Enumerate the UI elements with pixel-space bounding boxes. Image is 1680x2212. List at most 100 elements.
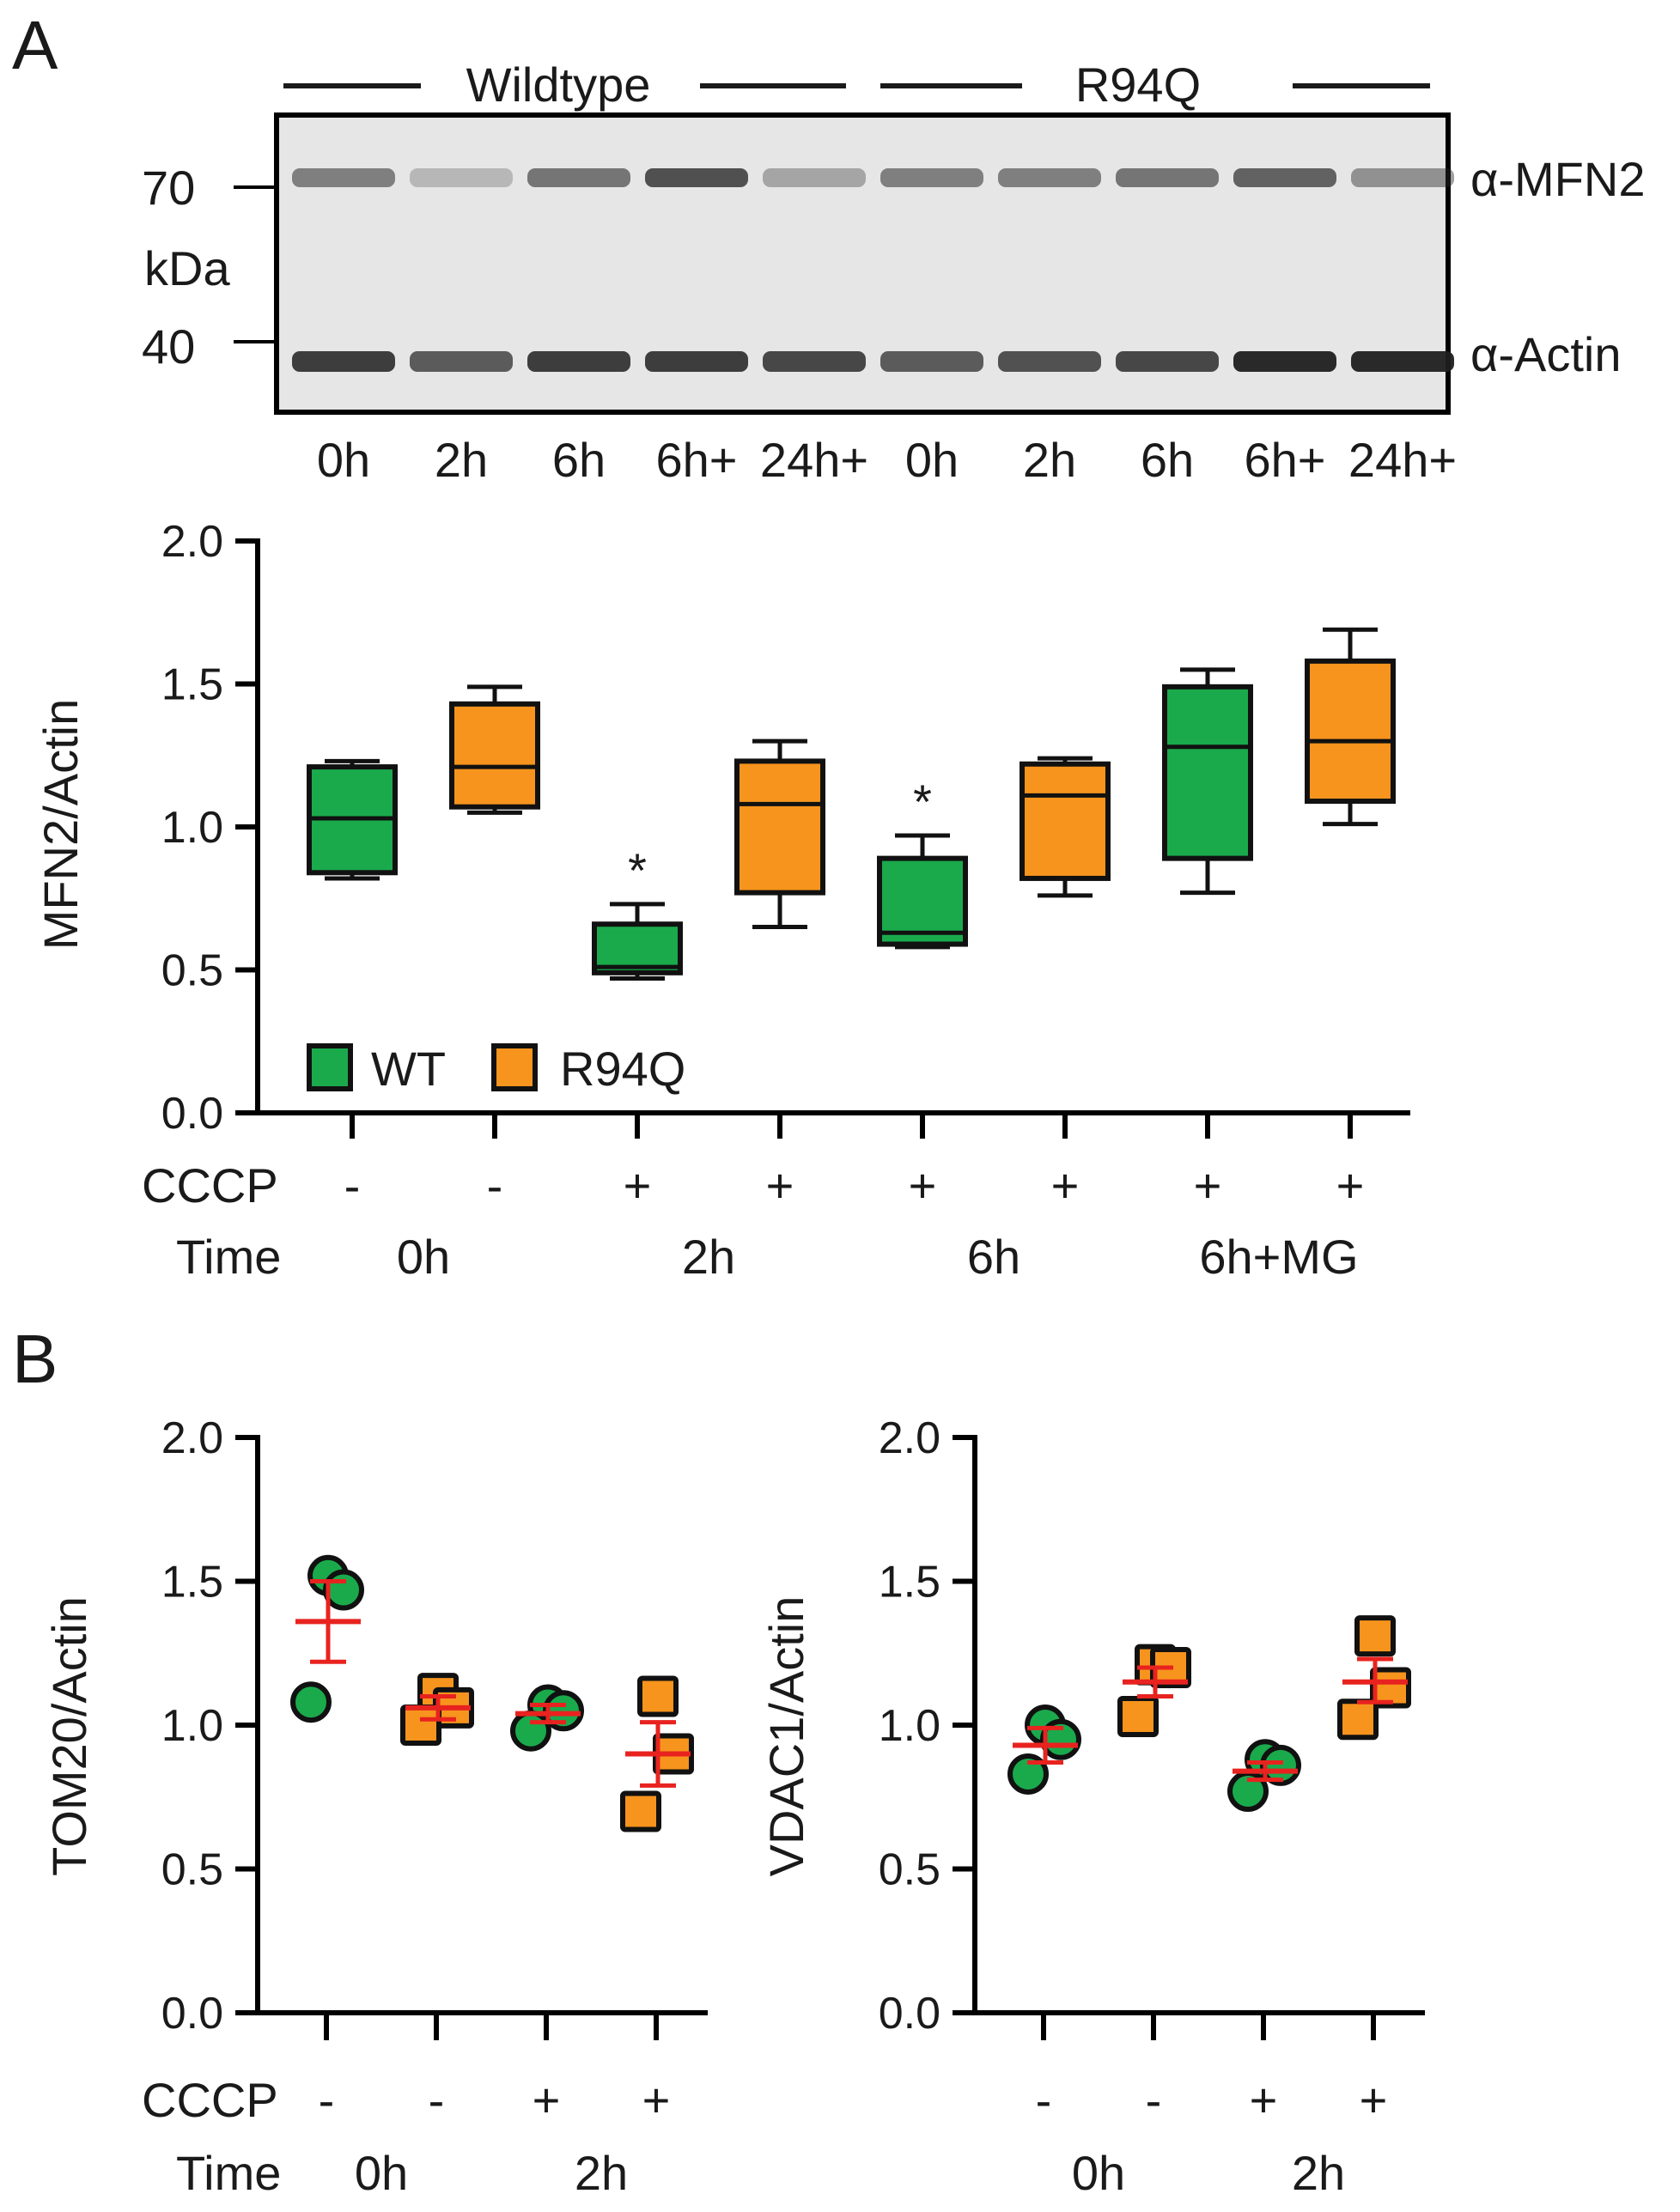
data-point-r94q — [400, 1705, 441, 1746]
data-point-wt — [1040, 1718, 1081, 1760]
cccp-sign: - — [1036, 2073, 1052, 2127]
panel-a-label: A — [12, 7, 58, 83]
actin-band — [527, 351, 630, 372]
legend-swatch-r94q — [491, 1043, 538, 1091]
cccp-row-label: CCCP — [142, 1158, 278, 1212]
legend-swatch-wt — [307, 1043, 353, 1091]
lane-label: 24h+ — [1348, 433, 1457, 487]
significance-star: * — [628, 843, 647, 897]
blot-markers: 70 kDa 40 — [142, 161, 275, 374]
legend-label-wt: WT — [371, 1042, 446, 1096]
data-point-r94q — [1117, 1695, 1159, 1737]
antibody-actin-label: α-Actin — [1470, 327, 1622, 381]
actin-band — [292, 351, 395, 372]
time-label: 6h — [967, 1230, 1020, 1284]
cccp-sign: + — [1194, 1158, 1222, 1212]
time-label: 2h — [682, 1230, 735, 1284]
legend-label-r94q: R94Q — [560, 1042, 685, 1096]
cccp-sign: - — [487, 1158, 503, 1212]
time-label: 0h — [1072, 2146, 1125, 2200]
y-tick-label: 1.5 — [161, 660, 223, 710]
cccp-sign: + — [1360, 2073, 1388, 2127]
antibody-mfn2-label: α-MFN2 — [1470, 152, 1645, 206]
y-tick-label: 1.5 — [161, 1558, 223, 1607]
y-tick-label: 0.0 — [161, 1989, 223, 2039]
actin-band — [410, 351, 513, 372]
significance-star: * — [913, 775, 932, 829]
time-row-label: Time — [176, 2146, 281, 2200]
mfn2-band — [1233, 168, 1336, 187]
mfn2-band — [880, 168, 983, 187]
data-point-wt — [510, 1710, 551, 1752]
y-tick-label: 2.0 — [161, 517, 223, 567]
mfn2-band — [998, 168, 1101, 187]
lane-label: 0h — [317, 433, 370, 487]
actin-band — [1351, 351, 1454, 372]
box-plot-marks: 0.0 0.5 1.0 1.5 2.0 - - * + + * + + + + CCCP Time 0h 2h 6h 6… — [142, 517, 1410, 1284]
lane-label: 24h+ — [760, 433, 868, 487]
cccp-row-label: CCCP — [142, 2073, 278, 2127]
box-plot-ylabel: MFN2/Actin — [33, 699, 88, 951]
y-tick-label: 1.0 — [879, 1701, 940, 1751]
actin-band — [763, 351, 866, 372]
data-point-r94q — [620, 1790, 661, 1832]
blot-group-wildtype: Wildtype — [466, 58, 651, 112]
data-point-r94q — [1354, 1615, 1396, 1657]
cccp-sign: + — [533, 2073, 561, 2127]
cccp-sign: + — [642, 2073, 671, 2127]
vdac1-ylabel: VDAC1/Actin — [759, 1596, 813, 1877]
data-point-wt — [1260, 1744, 1301, 1786]
marker-70: 70 — [142, 161, 195, 215]
actin-band — [880, 351, 983, 372]
box-wt — [1162, 684, 1253, 861]
mfn2-band — [527, 168, 630, 187]
tom20-ylabel: TOM20/Actin — [42, 1596, 96, 1876]
data-point-wt — [323, 1569, 364, 1611]
box-wt — [877, 855, 968, 947]
chart-legend: WT R94Q — [307, 1042, 685, 1096]
cccp-sign: + — [1051, 1158, 1080, 1212]
marker-kda: kDa — [144, 241, 230, 295]
lane-label: 6h — [1141, 433, 1194, 487]
time-label: 2h — [1292, 2146, 1345, 2200]
y-tick-label: 0.5 — [161, 1845, 223, 1895]
y-tick-label: 0.5 — [161, 946, 223, 996]
box-wt — [592, 921, 683, 975]
data-point-wt — [1007, 1753, 1049, 1795]
time-label: 0h — [397, 1230, 450, 1284]
blot-group-r94q: R94Q — [1075, 58, 1201, 112]
y-tick-label: 0.0 — [879, 1989, 940, 2039]
scatter-plot-vdac1: VDAC1/Actin 0.0 0.5 1.0 1.5 2.0 - - + +0h 2h — [759, 1413, 1425, 2200]
mfn2-band — [645, 168, 748, 187]
time-label: 0h — [355, 2146, 408, 2200]
time-label: 2h — [575, 2146, 628, 2200]
marker-40: 40 — [142, 319, 195, 374]
actin-band — [1116, 351, 1219, 372]
data-point-wt — [543, 1690, 584, 1732]
box-r94q — [1020, 761, 1111, 881]
lane-label: 6h — [552, 433, 606, 487]
cccp-sign: + — [624, 1158, 652, 1212]
y-tick-label: 1.0 — [161, 803, 223, 853]
data-point-wt — [290, 1681, 332, 1723]
panel-b-label: B — [12, 1321, 58, 1397]
mfn2-band — [1116, 168, 1219, 187]
blot-group-header: Wildtype R94Q — [283, 58, 1430, 112]
cccp-sign: - — [1146, 2073, 1162, 2127]
y-tick-label: 2.0 — [879, 1413, 940, 1463]
data-point-r94q — [1337, 1698, 1379, 1741]
cccp-sign: - — [344, 1158, 361, 1212]
data-point-r94q — [1370, 1667, 1411, 1709]
actin-band — [645, 351, 748, 372]
actin-band — [1233, 351, 1336, 372]
actin-band — [998, 351, 1101, 372]
vdac1-marks: 0.0 0.5 1.0 1.5 2.0 - - + +0h 2h — [879, 1413, 1425, 2200]
mfn2-band — [292, 168, 395, 187]
cccp-sign: + — [1250, 2073, 1278, 2127]
cccp-sign: + — [766, 1158, 794, 1212]
lane-label: 6h+ — [656, 433, 738, 487]
y-tick-label: 1.5 — [879, 1558, 940, 1607]
box-r94q — [449, 701, 540, 810]
western-blot — [274, 112, 1454, 415]
